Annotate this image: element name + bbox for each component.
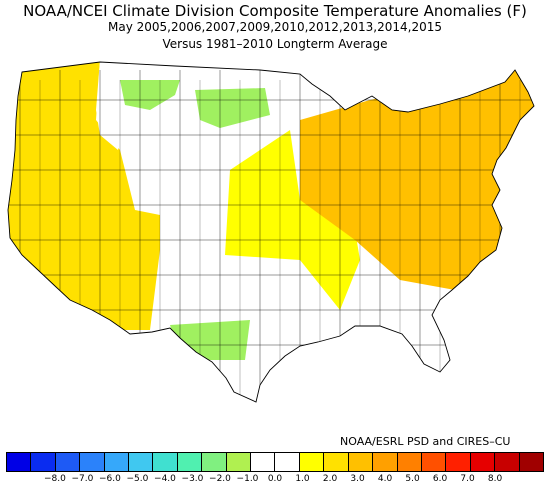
legend-swatch (129, 453, 154, 471)
legend-tick-label: 4.0 (377, 474, 393, 484)
legend-tick-label: 1.0 (295, 474, 310, 484)
region-dakota-cool (195, 88, 270, 128)
legend-swatch (299, 453, 325, 471)
legend-tick-label: −5.0 (126, 474, 149, 484)
legend-tick-label: −7.0 (71, 474, 94, 484)
legend-tick-label: −4.0 (154, 474, 176, 484)
division-lines-horizontal (8, 99, 534, 346)
legend-swatch (202, 453, 227, 471)
legend-swatch (31, 453, 56, 471)
legend-tick-label: 0.0 (267, 474, 283, 484)
color-legend (6, 452, 544, 472)
legend-swatch (495, 453, 520, 471)
legend-tick-label: −2.0 (209, 474, 231, 484)
legend-swatch (104, 453, 130, 471)
legend-swatch (177, 453, 203, 471)
legend-swatch (397, 453, 422, 471)
legend-tick-label: 6.0 (432, 474, 448, 484)
us-outline (7, 61, 535, 403)
legend-swatch (348, 453, 374, 471)
map-title: NOAA/NCEI Climate Division Composite Tem… (23, 2, 527, 20)
legend-swatch (446, 453, 471, 471)
legend-swatch (470, 453, 496, 471)
legend-tick-label: −8.0 (43, 474, 66, 484)
legend-swatch (324, 453, 349, 471)
legend-tick-label: 3.0 (350, 474, 365, 484)
legend-swatch (55, 453, 81, 471)
division-lines-vertical (19, 70, 501, 400)
legend-tick-label: 8.0 (487, 474, 503, 484)
legend-tick-label: 5.0 (405, 474, 420, 484)
legend-swatch (251, 453, 276, 471)
legend-tick-label: −1.0 (236, 474, 259, 484)
legend-swatch (153, 453, 178, 471)
legend-swatch (421, 453, 447, 471)
baseline-label: Versus 1981–2010 Longterm Average (162, 37, 388, 51)
legend-swatch (373, 453, 398, 471)
legend-swatch (7, 453, 32, 471)
legend-swatch (519, 453, 543, 471)
legend-swatch (80, 453, 105, 471)
region-east-warm (300, 62, 534, 290)
legend-tick-label: 7.0 (460, 474, 475, 484)
region-plains-warm (225, 130, 360, 310)
division-boundaries (8, 70, 534, 400)
legend-swatch (226, 453, 252, 471)
legend-tick-label: −6.0 (98, 474, 121, 484)
legend-swatch (275, 453, 300, 471)
credit-label: NOAA/ESRL PSD and CIRES–CU (340, 435, 511, 448)
region-montana-cool (120, 80, 180, 110)
anomaly-regions (8, 62, 534, 402)
legend-tick-label: 2.0 (322, 474, 338, 484)
map-subtitle: May 2005,2006,2007,2009,2010,2012,2013,2… (108, 20, 442, 34)
legend-ticks: −8.0 −7.0 −6.0 −5.0 −4.0 −3.0 −2.0 −1.0 0.0 1.0 2.… (6, 474, 544, 488)
legend-tick-label: −3.0 (181, 474, 204, 484)
division-lines-fine (39, 80, 521, 400)
